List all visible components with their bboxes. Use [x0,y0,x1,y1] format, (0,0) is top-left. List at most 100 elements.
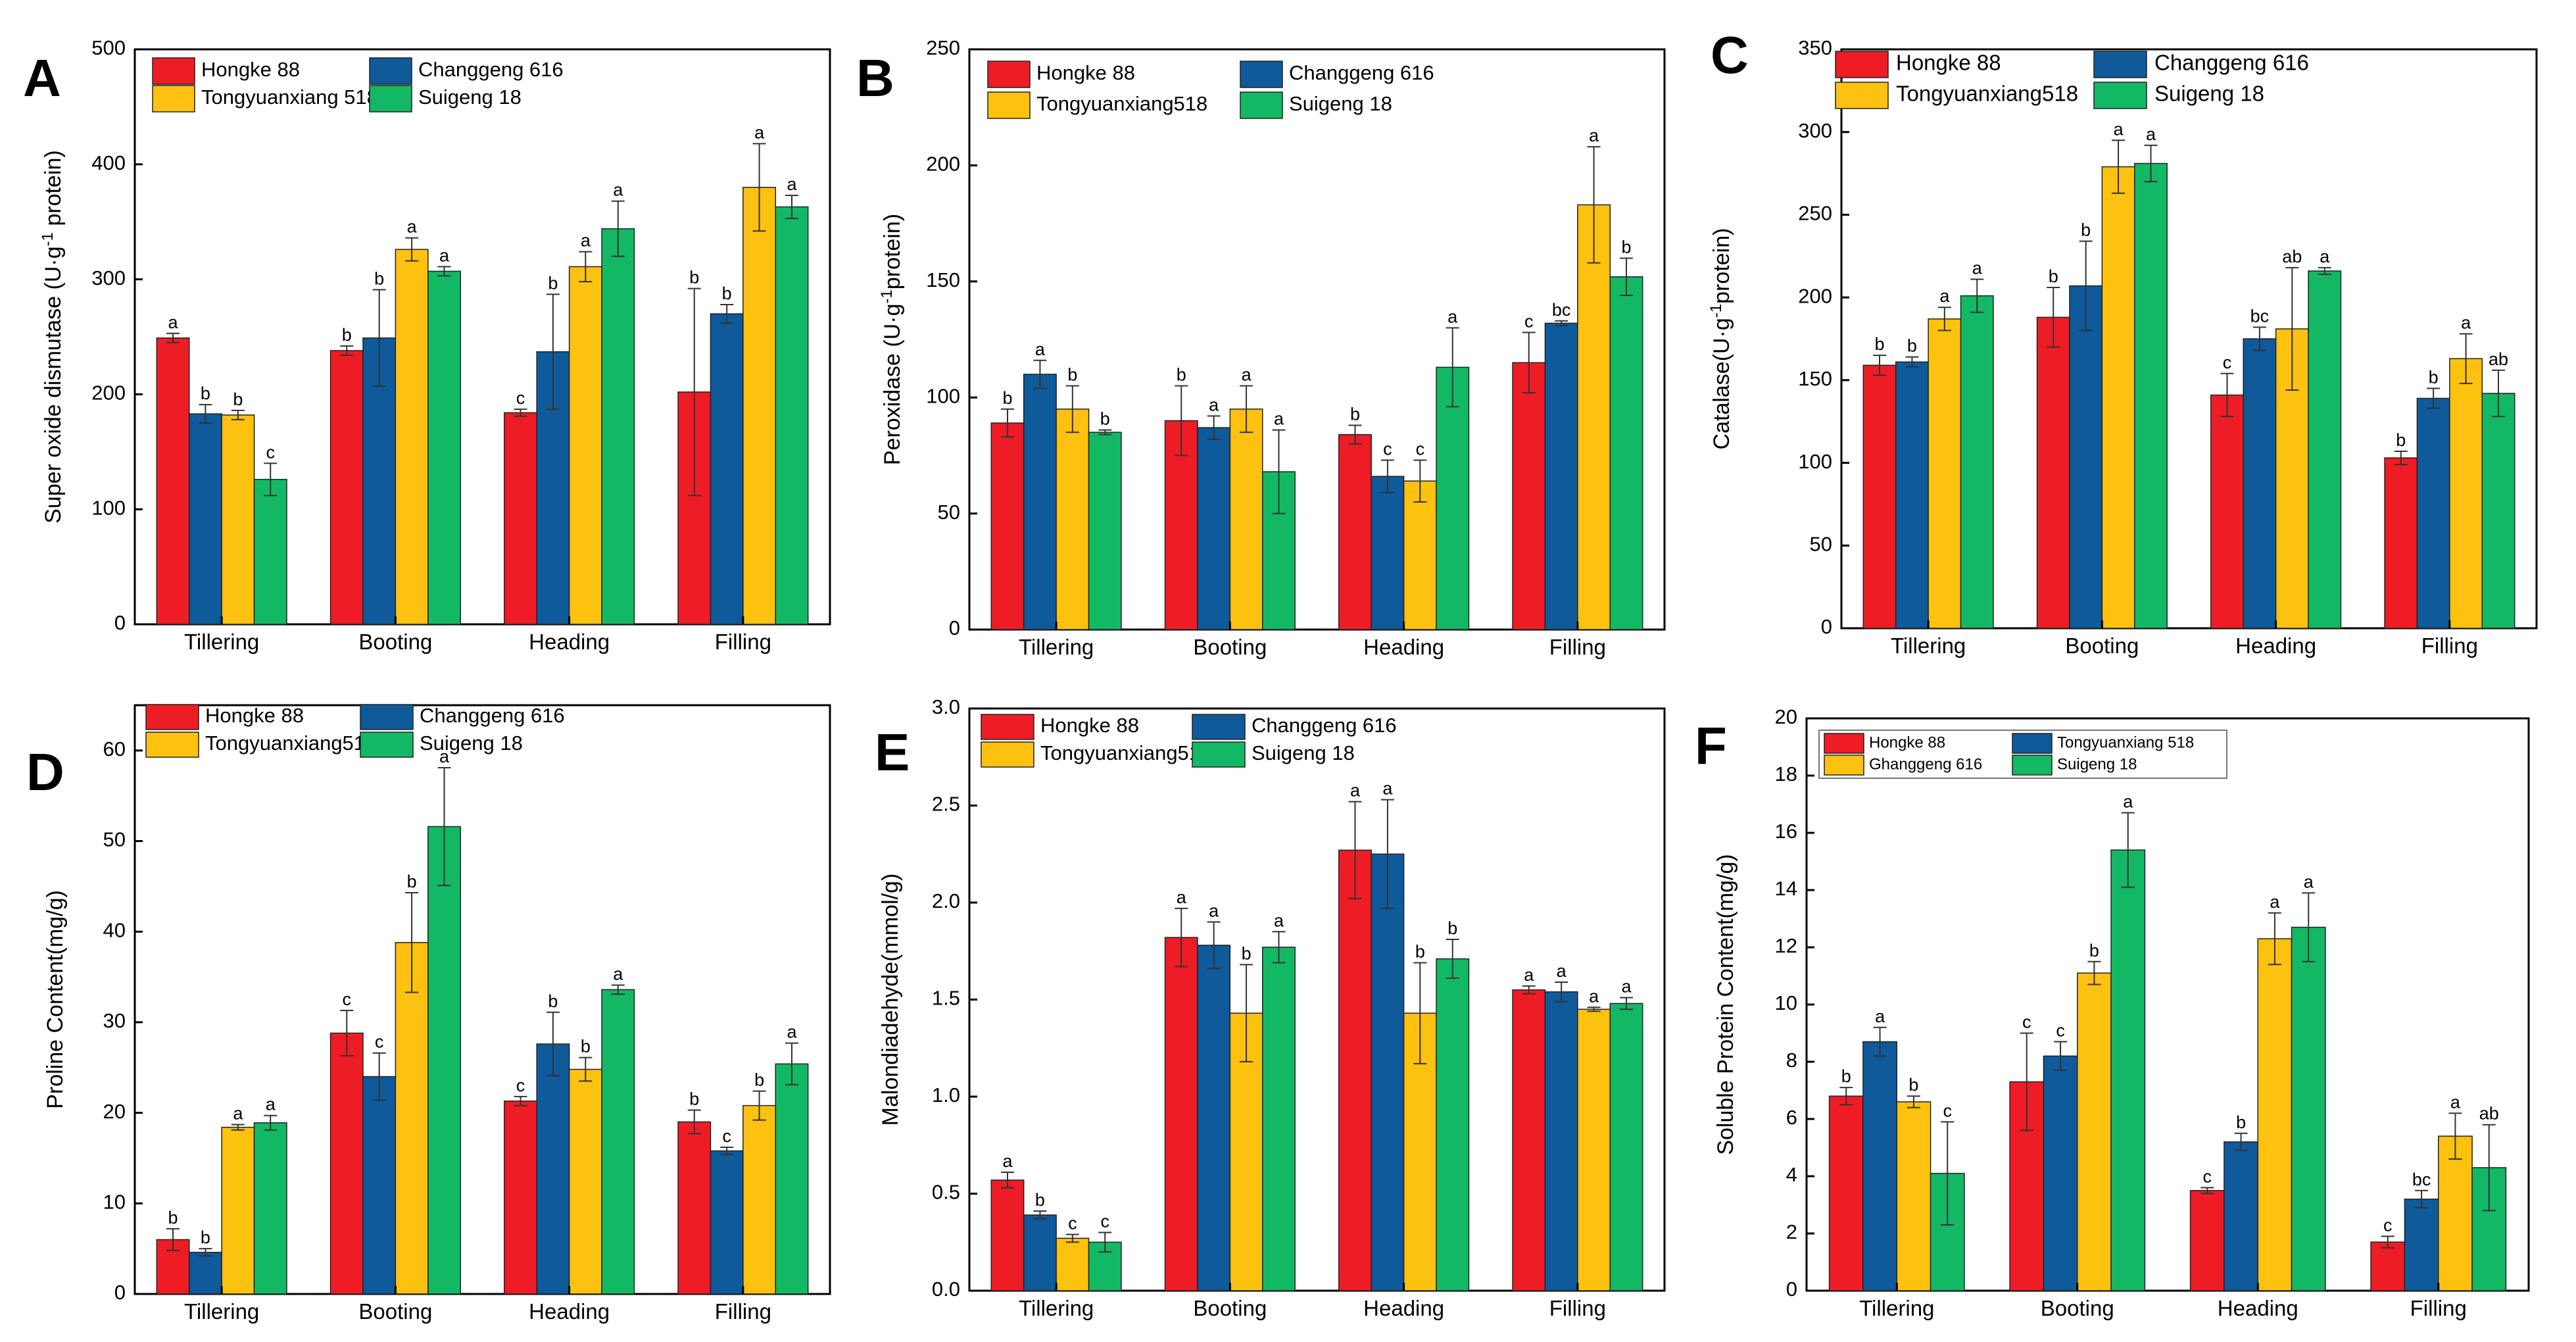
bar-0-1 [1164,937,1198,1291]
y-tick-label: 20 [103,1100,126,1123]
x-tick-label: Tillering [1891,634,1966,658]
x-tick-label: Tillering [1019,1296,1094,1320]
significance-letter: b [1841,1066,1851,1086]
bar-2-0 [1056,409,1090,630]
significance-letter: b [1035,1190,1045,1210]
significance-letter: a [1589,126,1599,145]
chart-panel-A: A 0 100 200 300 400 500 Super oxide dismutase (… [23,36,831,654]
bar-2-3 [742,1105,777,1295]
bar-0-0 [156,337,190,625]
x-tick-label: Heading [529,630,610,654]
significance-letter: a [1002,1151,1013,1171]
panel-label: D [26,743,64,801]
chart-panel-B: B 0 50 100 150 200 250 Peroxidase (U·g-1protein… [856,36,1666,659]
bar-1-3 [1544,991,1578,1291]
x-tick-label: Heading [529,1299,610,1324]
bar-0-2 [504,412,537,625]
bar-1-1 [362,1076,397,1295]
significance-letter: b [1447,918,1457,938]
significance-letter: a [1939,286,1950,306]
bar-2-3 [1577,1008,1611,1291]
bar-3-2 [601,989,635,1295]
bar-2-2 [568,266,602,625]
bar-3-3 [2481,393,2515,629]
significance-letter: b [1621,237,1631,257]
plot-frame [968,48,1666,631]
bar-2-2 [2257,938,2293,1291]
legend-swatch [987,61,1031,88]
legend-swatch [981,741,1034,768]
significance-letter: b [1100,409,1110,429]
significance-letter: b [2049,266,2058,286]
panel-label: A [23,49,61,107]
bar-3-0 [253,479,287,625]
panel-label: F [1695,716,1727,775]
y-tick-label: 0 [114,1281,126,1304]
y-tick-label: 2.5 [932,793,960,816]
y-tick-label: 12 [1775,934,1797,957]
y-tick-label: 2.0 [932,889,960,912]
significance-letter: b [1907,336,1917,356]
bar-0-2 [1338,434,1372,630]
legend-label: Suigeng 18 [1252,741,1355,764]
bar-1-2 [1371,853,1405,1291]
y-tick-label: 200 [91,382,126,405]
bar-3-3 [775,206,809,625]
legend-label: Hongke 88 [1869,733,1945,751]
bar-3-1 [1262,947,1296,1291]
chart-panel-D: D 0 10 20 30 40 50 60 Proline Content(mg/g) b b a a T… [26,704,831,1324]
legend-label: Hongke 88 [1040,714,1139,737]
bar-0-2 [2210,394,2244,629]
x-tick-label: Filling [1549,1296,1606,1320]
legend-swatch [369,57,412,85]
significance-letter: c [516,1076,525,1095]
legend-label: Hongke 88 [205,704,304,727]
y-tick-label: 18 [1775,762,1797,785]
bar-1-0 [1023,374,1057,630]
legend-swatch [987,91,1031,119]
legend-label: Tongyuanxiang 518 [2057,733,2194,751]
y-tick-label: 0 [1786,1278,1797,1301]
bar-0-0 [1862,364,1897,629]
bar-3-2 [601,228,635,625]
significance-letter: b [548,273,558,293]
significance-letter: a [1350,781,1361,801]
significance-letter: b [374,268,384,288]
bar-0-1 [329,1032,364,1295]
bar-3-2 [2308,270,2342,629]
plot-frame [134,704,831,1295]
x-tick-label: Booting [358,1299,432,1324]
y-axis-label: Soluble Protein Content(mg/g) [1713,854,1738,1155]
legend-label: Changgeng 616 [1289,61,1434,84]
y-tick-label: 3.0 [932,695,960,718]
significance-letter: b [1874,334,1884,354]
significance-letter: c [375,1032,384,1052]
y-tick-label: 1.0 [932,1083,960,1106]
bar-0-0 [990,1180,1025,1291]
bar-3-2 [2291,926,2326,1291]
legend-swatch [152,57,195,85]
y-tick-label: 100 [91,496,126,519]
bar-3-0 [1960,295,1994,629]
plot-frame [134,48,831,626]
panel-label: B [856,49,894,107]
significance-letter: b [1908,1075,1918,1095]
y-tick-label: 30 [103,1009,126,1032]
significance-letter: c [2022,1012,2031,1032]
bar-2-3 [742,187,777,625]
bar-1-1 [2043,1055,2078,1291]
bar-1-3 [710,1150,744,1295]
bar-3-1 [427,826,461,1295]
significance-letter: b [1415,941,1425,961]
bar-2-1 [395,249,429,625]
bar-3-2 [1436,958,1470,1291]
y-axis-label: Proline Content(mg/g) [43,890,68,1109]
legend-swatch [369,85,412,112]
bar-0-0 [990,422,1025,630]
y-tick-label: 2 [1786,1220,1797,1243]
significance-letter: c [1383,439,1392,459]
bar-3-1 [427,270,461,625]
significance-letter: ab [2489,349,2508,369]
y-tick-label: 500 [91,36,126,59]
bar-1-2 [536,1043,570,1295]
